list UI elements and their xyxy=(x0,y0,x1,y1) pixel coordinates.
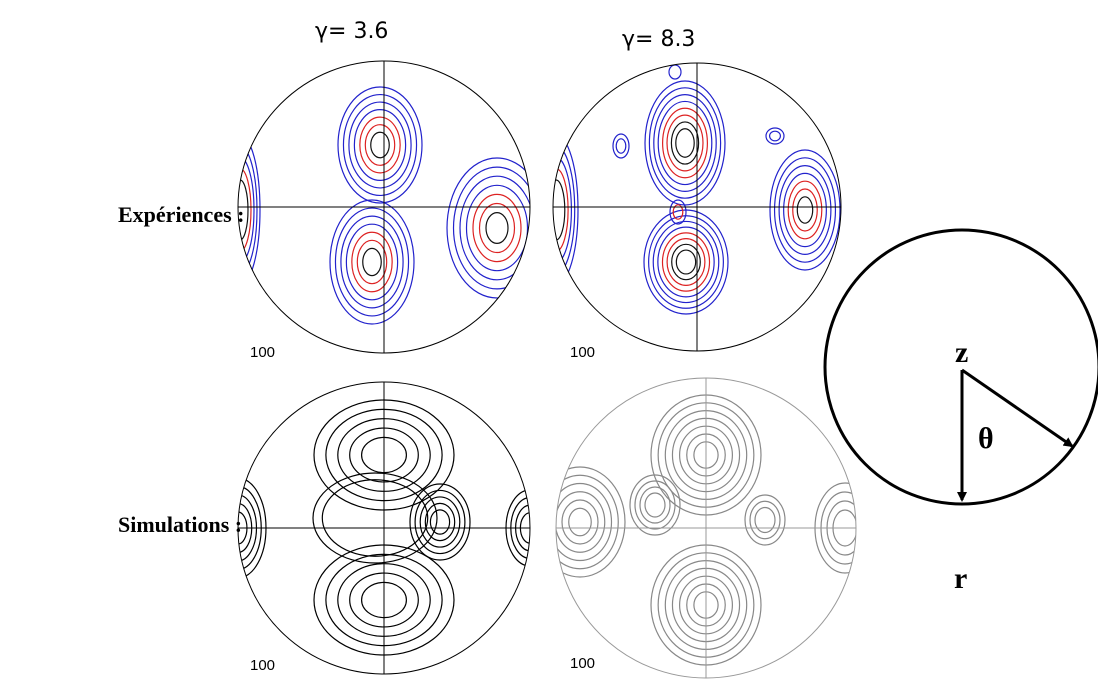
column-header: γ= 3.6 xyxy=(315,19,388,44)
contour xyxy=(669,199,687,225)
contour xyxy=(648,87,722,199)
schematic: z θ r xyxy=(823,228,1098,595)
contour xyxy=(553,156,572,264)
contour xyxy=(657,100,713,186)
schematic-label: z xyxy=(955,336,968,369)
contour xyxy=(666,238,706,287)
contour xyxy=(452,166,530,290)
contour xyxy=(409,483,471,561)
contour xyxy=(553,179,566,241)
contour xyxy=(671,243,701,281)
contour xyxy=(652,220,720,304)
contour xyxy=(643,209,729,315)
contour xyxy=(337,86,423,204)
contour xyxy=(765,127,785,145)
contour xyxy=(783,172,827,248)
contour xyxy=(644,492,666,518)
contour xyxy=(351,231,393,293)
contour xyxy=(657,226,715,298)
row-label: Simulations : xyxy=(118,512,242,537)
pole-label: 100 xyxy=(570,344,595,361)
row-label: Expériences : xyxy=(118,202,244,227)
contour xyxy=(778,165,832,256)
contour xyxy=(668,64,682,80)
contour xyxy=(348,101,412,189)
contour xyxy=(675,249,697,275)
contour xyxy=(312,472,438,564)
pole-figure-frames xyxy=(237,60,857,679)
contour xyxy=(553,145,576,275)
contour xyxy=(419,496,461,548)
contour xyxy=(675,128,695,158)
contour xyxy=(629,474,681,536)
contour xyxy=(321,479,429,557)
contour xyxy=(556,482,613,562)
contour xyxy=(340,215,404,309)
contour xyxy=(359,116,401,174)
contour xyxy=(612,133,630,159)
pole-figure xyxy=(553,64,841,315)
contour xyxy=(749,500,781,540)
schematic-circle xyxy=(823,228,1098,506)
pole-label: 100 xyxy=(570,655,595,672)
contour xyxy=(670,121,700,165)
contour xyxy=(459,175,530,281)
contour xyxy=(465,184,529,272)
contour xyxy=(787,180,823,240)
column-header: γ= 8.3 xyxy=(622,27,695,52)
contour xyxy=(768,130,781,142)
contour xyxy=(429,509,451,535)
contour xyxy=(364,124,396,166)
contour xyxy=(639,486,671,524)
contour xyxy=(329,199,415,325)
contour xyxy=(672,204,684,220)
contour xyxy=(472,193,522,263)
contour xyxy=(754,506,776,534)
contour xyxy=(414,489,466,555)
schematic-label: r xyxy=(954,562,967,595)
contour xyxy=(556,491,606,553)
contour xyxy=(653,94,717,192)
contour xyxy=(485,212,509,245)
contour xyxy=(353,109,407,181)
pole-label: 100 xyxy=(250,657,275,674)
contour xyxy=(661,232,711,292)
contour xyxy=(561,499,599,545)
contour xyxy=(666,114,704,172)
contour xyxy=(424,502,456,542)
arrow xyxy=(961,368,1074,448)
contour xyxy=(446,157,530,299)
contour xyxy=(769,149,841,271)
contour xyxy=(644,80,726,206)
schematic-label: θ xyxy=(978,422,994,455)
contour xyxy=(478,202,516,254)
contour xyxy=(342,93,418,197)
contour xyxy=(615,138,627,154)
contour xyxy=(556,466,626,578)
contour xyxy=(370,131,390,159)
contour xyxy=(773,157,837,263)
contour xyxy=(556,474,619,570)
contour xyxy=(796,196,814,224)
contour xyxy=(334,207,410,317)
contour xyxy=(568,507,592,537)
contour xyxy=(634,480,676,530)
pole-label: 100 xyxy=(250,344,275,361)
contour xyxy=(648,215,724,309)
contour xyxy=(356,239,388,285)
contour xyxy=(744,494,786,546)
contour xyxy=(345,223,399,301)
contour xyxy=(792,188,818,232)
contour xyxy=(661,107,708,179)
contour xyxy=(362,247,382,277)
